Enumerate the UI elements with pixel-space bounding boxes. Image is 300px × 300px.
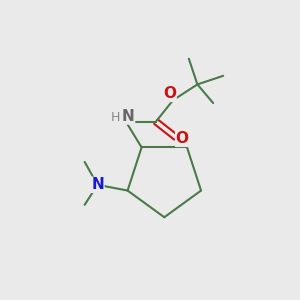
- Text: O: O: [163, 86, 176, 101]
- Text: O: O: [176, 131, 189, 146]
- Text: N: N: [122, 109, 134, 124]
- Text: N: N: [91, 177, 104, 192]
- Text: H: H: [111, 111, 121, 124]
